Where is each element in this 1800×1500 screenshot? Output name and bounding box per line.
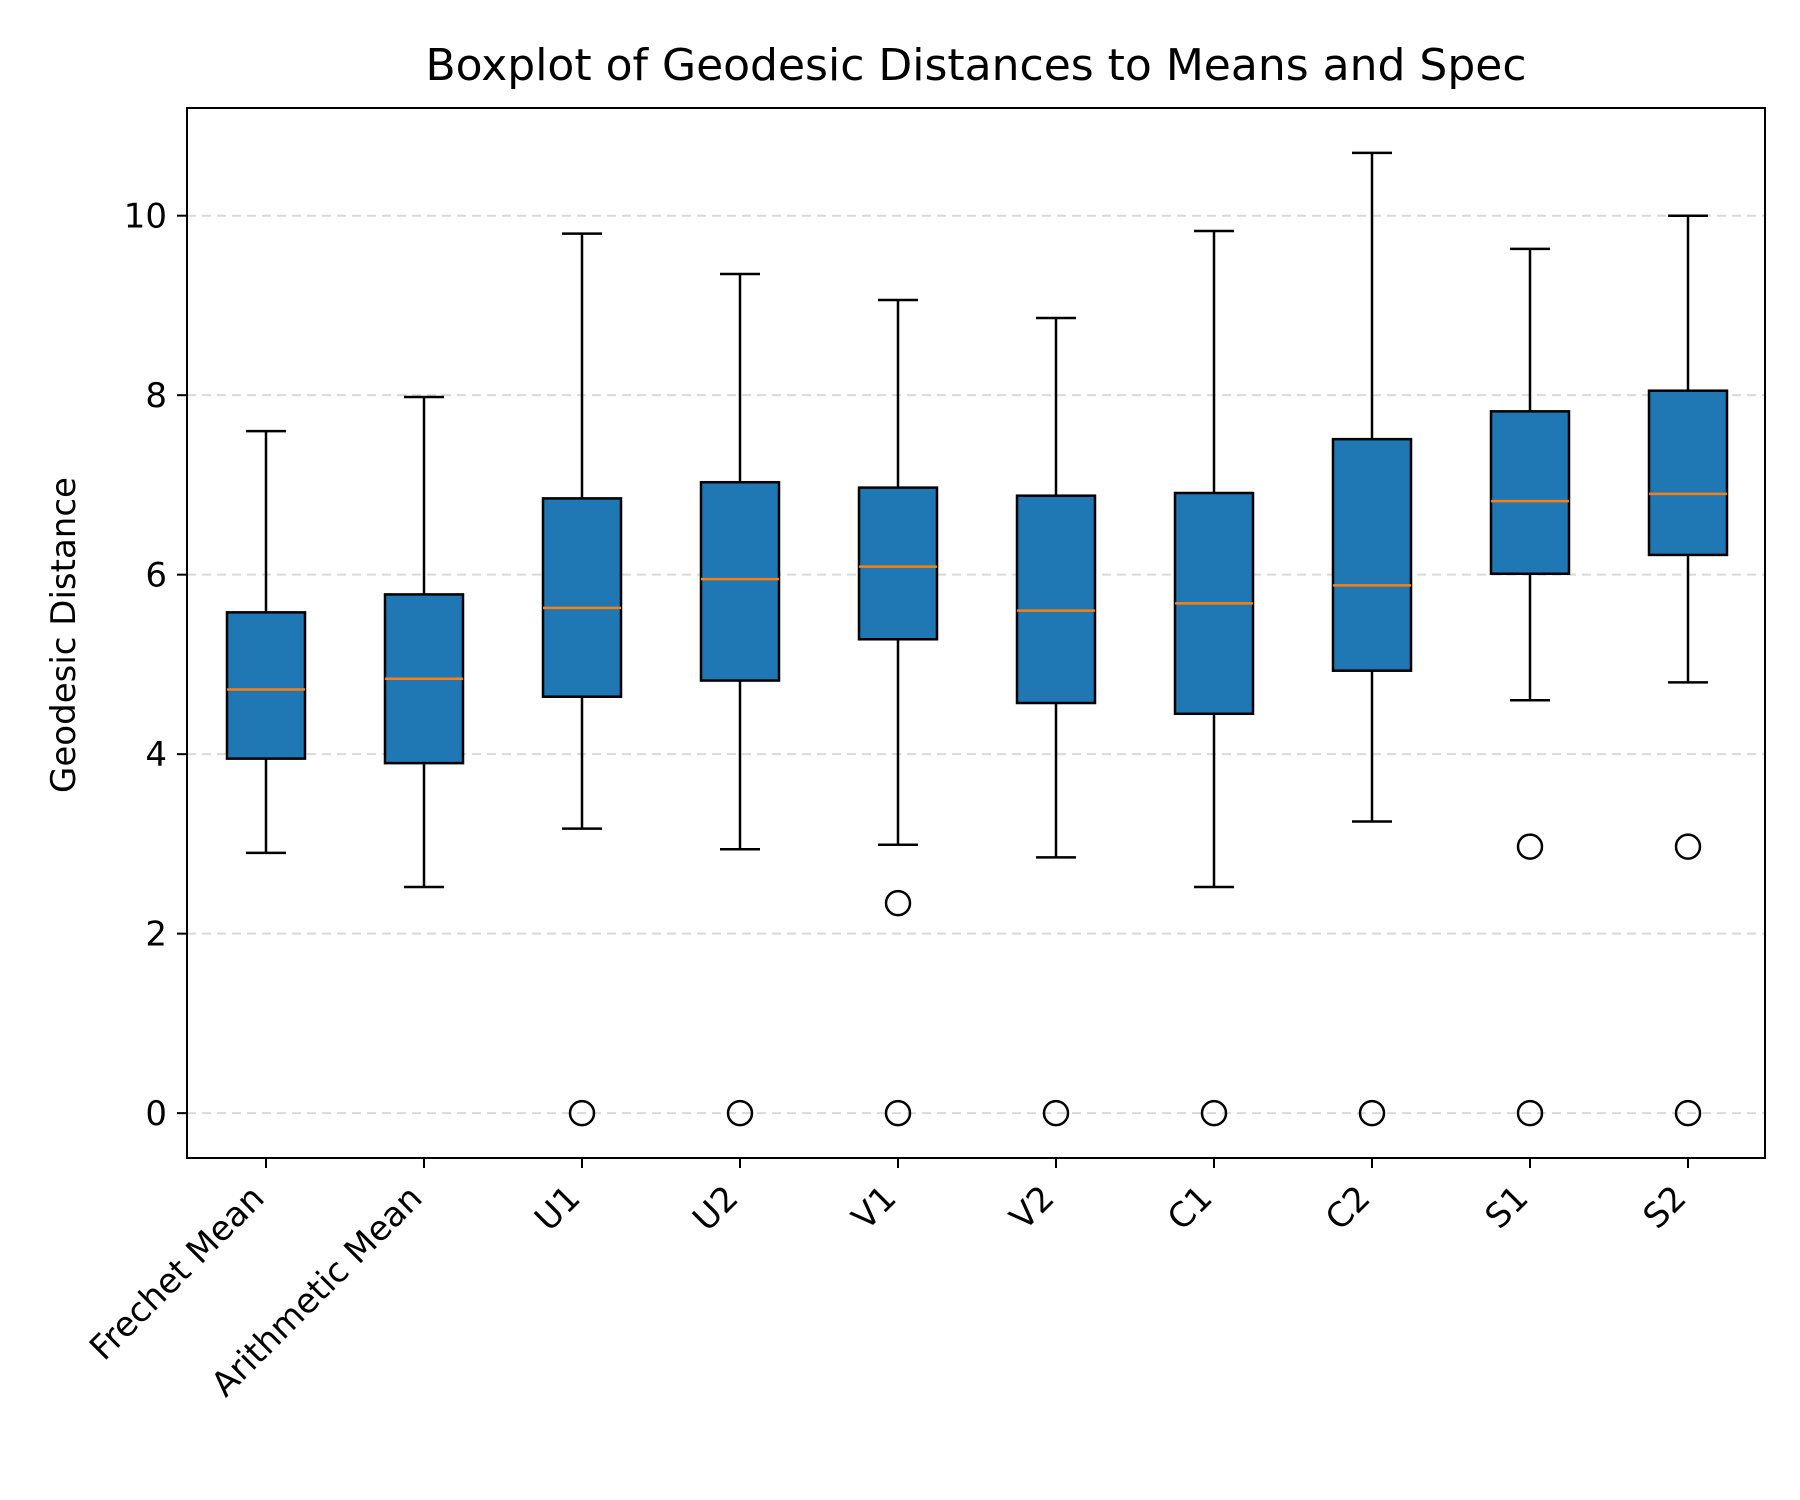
box-group <box>1331 151 1413 823</box>
outlier-point <box>1042 1099 1070 1127</box>
y-axis-label: Geodesic Distance <box>44 477 84 793</box>
box-group <box>541 232 623 830</box>
box-group <box>225 429 307 855</box>
outlier-point <box>1516 1099 1544 1127</box>
boxes-layer <box>225 151 1729 889</box>
y-tick-label: 0 <box>145 1094 167 1134</box>
outlier-point <box>884 889 912 917</box>
outlier-point <box>1674 1099 1702 1127</box>
y-tick-label: 2 <box>145 915 167 955</box>
box-group <box>1489 247 1571 702</box>
box-group <box>1647 214 1729 684</box>
box-group <box>857 298 939 847</box>
box-group <box>699 272 781 851</box>
box-group <box>1015 316 1097 859</box>
box-iqr <box>1331 437 1413 672</box>
outlier-point <box>1358 1099 1386 1127</box>
outlier-point <box>1200 1099 1228 1127</box>
outlier-point <box>884 1099 912 1127</box>
box-iqr <box>1647 389 1729 557</box>
chart-title: Boxplot of Geodesic Distances to Means a… <box>425 40 1526 91</box>
y-ticks: 0 2 4 6 8 10 <box>124 197 187 1134</box>
box-iqr <box>541 497 623 698</box>
outlier-point <box>1674 833 1702 860</box>
box-group <box>383 395 465 889</box>
box-iqr <box>225 611 307 760</box>
y-tick-label: 4 <box>145 735 167 775</box>
fliers-layer <box>568 833 1702 1127</box>
box-group <box>1173 229 1255 889</box>
y-tick-label: 8 <box>145 376 167 416</box>
outlier-point <box>1516 833 1544 860</box>
y-tick-label: 6 <box>145 556 167 596</box>
outlier-point <box>726 1099 754 1127</box>
outlier-point <box>568 1099 596 1127</box>
box-iqr <box>857 486 939 641</box>
plot-frame <box>186 107 1766 1159</box>
y-tick-label: 10 <box>124 197 167 237</box>
box-iqr <box>699 480 781 682</box>
box-iqr <box>1015 494 1097 705</box>
box-iqr <box>1489 410 1571 576</box>
